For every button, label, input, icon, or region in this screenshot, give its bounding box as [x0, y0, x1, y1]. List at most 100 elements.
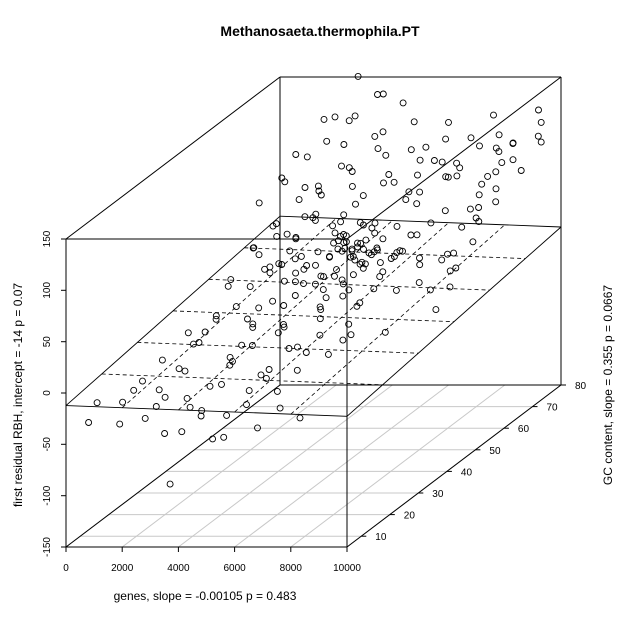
data-point [181, 367, 189, 375]
data-point [353, 302, 361, 310]
data-point [535, 106, 542, 114]
data-point [432, 306, 440, 314]
data-point [303, 153, 311, 161]
data-point [338, 276, 346, 284]
data-point [262, 374, 270, 382]
data-point [360, 245, 367, 253]
data-point [422, 143, 430, 151]
data-point [201, 328, 209, 336]
data-point [416, 156, 424, 164]
data-point [345, 164, 353, 172]
data-point [444, 250, 451, 258]
data-point [186, 403, 194, 411]
z-tick-label: 150 [42, 230, 53, 247]
plane-edge [65, 405, 348, 417]
data-point [315, 187, 323, 195]
plane-grid-line [137, 342, 419, 354]
data-point [352, 200, 359, 208]
data-point [349, 252, 357, 260]
z-axis-label: first residual RBH, intercept = -14 p = … [11, 283, 25, 507]
floor-grid [65, 384, 562, 548]
data-point [291, 255, 299, 263]
y-tick-label: 60 [518, 424, 530, 435]
data-point [446, 283, 454, 291]
data-point [280, 320, 287, 328]
data-point [371, 229, 379, 237]
data-point [317, 272, 325, 280]
box-edge [346, 384, 562, 548]
data-point [195, 339, 203, 346]
data-point [283, 230, 291, 238]
data-point [362, 236, 370, 244]
data-point [280, 302, 288, 309]
chart-title: Methanosaeta.thermophila.PT [220, 23, 420, 39]
data-point [301, 213, 309, 221]
data-point [269, 222, 277, 230]
data-point [351, 256, 359, 264]
data-point [371, 132, 379, 140]
data-point [316, 303, 324, 311]
data-point [319, 286, 327, 294]
data-point [323, 137, 331, 145]
data-point [320, 273, 327, 281]
data-point [475, 204, 483, 211]
data-point [345, 286, 353, 294]
data-point [341, 244, 349, 252]
z-tick-label: -50 [42, 437, 53, 452]
data-point [311, 216, 319, 224]
data-point [280, 277, 288, 285]
data-point [302, 349, 310, 356]
data-point [161, 430, 169, 437]
data-point [292, 151, 300, 158]
data-point [340, 211, 348, 219]
data-point [376, 259, 384, 267]
box-front-edges [65, 76, 562, 548]
data-point [295, 196, 303, 204]
data-point [229, 357, 236, 365]
data-point [249, 323, 257, 331]
data-point [450, 249, 458, 257]
x-tick-label: 8000 [280, 563, 303, 574]
data-point [139, 377, 146, 385]
data-point [509, 156, 517, 164]
data-point [407, 231, 415, 239]
data-point [358, 258, 366, 266]
data-point [356, 260, 364, 268]
data-point [492, 144, 500, 152]
data-point [250, 244, 258, 252]
z-tick-label: 50 [42, 336, 53, 348]
data-point [456, 164, 464, 172]
data-point [227, 276, 235, 284]
data-point [495, 131, 503, 139]
data-point [354, 72, 362, 80]
data-point [316, 331, 324, 339]
data-point [294, 343, 301, 351]
data-point [311, 280, 319, 288]
data-point [351, 112, 359, 120]
data-point [413, 231, 421, 239]
data-point [278, 261, 286, 268]
data-point [492, 185, 500, 193]
data-point [249, 320, 257, 328]
data-point [490, 111, 497, 119]
data-point [331, 113, 339, 121]
data-point [381, 328, 389, 336]
data-point [278, 174, 286, 182]
data-point [345, 117, 353, 125]
data-point [248, 342, 256, 349]
data-point [297, 252, 305, 260]
data-point [291, 278, 299, 286]
data-points [85, 72, 545, 488]
data-point [273, 387, 281, 395]
x-tick-label: 2000 [111, 563, 134, 574]
data-point [399, 99, 407, 107]
data-point [359, 192, 367, 200]
data-point [330, 239, 338, 247]
data-point [458, 223, 466, 231]
data-point [198, 407, 206, 415]
data-point [441, 207, 449, 215]
data-point [379, 128, 387, 136]
box-edge [65, 76, 281, 240]
data-point [317, 306, 325, 314]
data-point [368, 224, 376, 232]
